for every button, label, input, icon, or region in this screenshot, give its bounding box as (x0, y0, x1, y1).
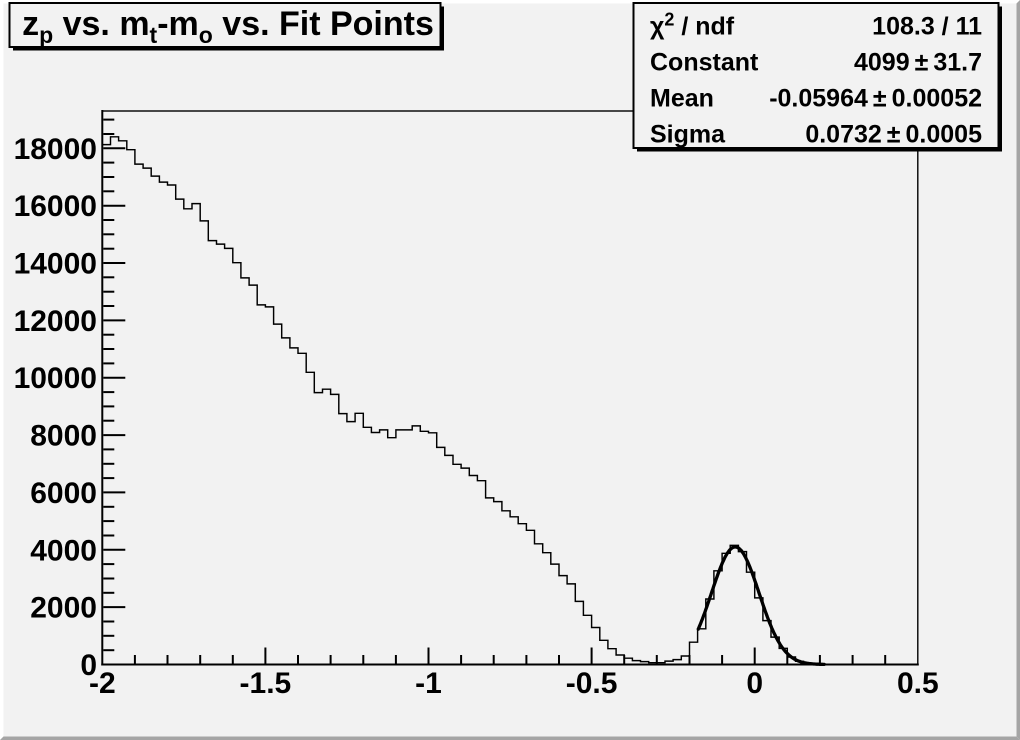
svg-text:4099 ± 31.7: 4099 ± 31.7 (854, 49, 982, 77)
svg-text:-2: -2 (89, 667, 116, 700)
svg-text:6000: 6000 (30, 477, 97, 510)
svg-text:-0.5: -0.5 (566, 667, 618, 700)
svg-text:18000: 18000 (14, 133, 97, 166)
svg-text:0: 0 (746, 667, 763, 700)
svg-text:108.3 / 11: 108.3 / 11 (872, 13, 982, 41)
svg-text:16000: 16000 (14, 190, 97, 223)
svg-text:Constant: Constant (650, 49, 759, 77)
svg-text:0.5: 0.5 (897, 667, 939, 700)
svg-text:0: 0 (80, 649, 97, 682)
svg-text:0.0732 ± 0.0005: 0.0732 ± 0.0005 (805, 121, 982, 149)
svg-text:Mean: Mean (650, 85, 714, 113)
svg-text:-0.05964 ± 0.00052: -0.05964 ± 0.00052 (769, 85, 982, 113)
svg-text:4000: 4000 (30, 534, 97, 567)
svg-text:χ2 / ndf: χ2 / ndf (650, 10, 735, 41)
svg-text:12000: 12000 (14, 305, 97, 338)
svg-text:14000: 14000 (14, 248, 97, 281)
svg-text:Sigma: Sigma (650, 121, 726, 149)
svg-text:2000: 2000 (30, 592, 97, 625)
svg-text:-1.5: -1.5 (240, 667, 292, 700)
svg-text:10000: 10000 (14, 362, 97, 395)
svg-text:-1: -1 (415, 667, 442, 700)
svg-text:zp vs. mt-mo vs. Fit Points: zp vs. mt-mo vs. Fit Points (22, 5, 434, 48)
svg-text:8000: 8000 (30, 420, 97, 453)
